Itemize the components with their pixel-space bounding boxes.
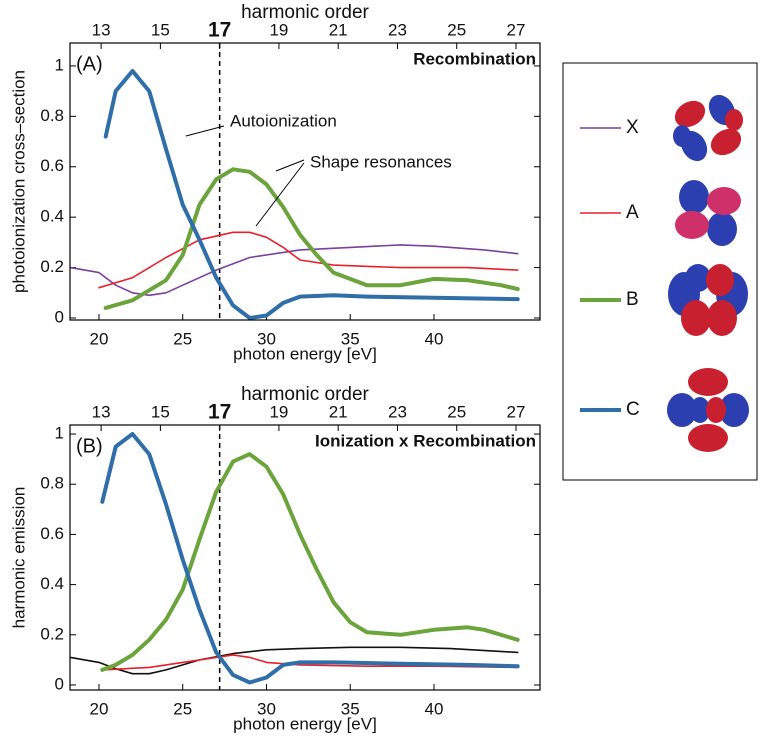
orbital-a — [675, 180, 741, 246]
x2-axis-title: harmonic order — [241, 2, 369, 23]
legend-label: X — [626, 117, 639, 138]
series-line — [103, 69, 520, 320]
series-line — [100, 452, 520, 672]
x2-tick-label: 27 — [507, 20, 526, 39]
plot-frame — [69, 424, 541, 691]
x2-tick-label: 17 — [208, 19, 231, 42]
annotation: Shape resonances — [310, 152, 452, 171]
x-tick-label: 40 — [425, 699, 444, 718]
x2-tick-label: 13 — [92, 20, 111, 39]
x-tick-label: 35 — [341, 699, 360, 718]
panel-label: (A) — [76, 53, 103, 75]
plot-frame — [69, 42, 541, 321]
legend-label: C — [626, 399, 640, 420]
x2-tick-label: 13 — [92, 402, 111, 421]
annotation-pointer — [255, 162, 305, 227]
annotation: Autoionization — [230, 111, 337, 130]
y-tick-label: 0.4 — [40, 574, 64, 593]
y-tick-label: 0.8 — [40, 106, 64, 125]
x2-tick-label: 25 — [447, 20, 466, 39]
x2-tick-label: 15 — [151, 20, 170, 39]
y-tick-label: 1 — [55, 55, 64, 74]
x-tick-label: 35 — [341, 329, 360, 348]
y-tick-label: 0.2 — [40, 257, 64, 276]
x2-tick-label: 19 — [269, 20, 288, 39]
x2-tick-label: 23 — [388, 20, 407, 39]
y-tick-label: 0.8 — [40, 474, 64, 493]
legend-label: B — [626, 289, 639, 310]
orbital-x — [673, 94, 743, 162]
y-tick-label: 0.2 — [40, 624, 64, 643]
y-tick-label: 0 — [55, 674, 64, 693]
x-tick-label: 40 — [425, 329, 444, 348]
x2-tick-label: 19 — [269, 402, 288, 421]
x-tick-label: 20 — [90, 329, 109, 348]
series-line — [103, 167, 520, 310]
x-axis-title: photon energy [eV] — [233, 344, 377, 363]
legend-label: A — [626, 202, 639, 223]
annotation-pointer — [275, 159, 305, 172]
x2-tick-label: 23 — [388, 402, 407, 421]
annotation-pointer — [185, 125, 225, 137]
series-line — [98, 231, 519, 289]
x-tick-label: 25 — [173, 329, 192, 348]
x-tick-label: 30 — [257, 699, 276, 718]
x2-tick-label: 27 — [507, 402, 526, 421]
x2-tick-label: 21 — [329, 20, 348, 39]
panel-label: (B) — [76, 435, 103, 457]
series-line — [69, 244, 519, 297]
series-line — [100, 432, 520, 685]
x-tick-label: 20 — [90, 699, 109, 718]
series-line — [101, 654, 519, 671]
x-tick-label: 30 — [257, 329, 276, 348]
y-tick-label: 0.6 — [40, 156, 64, 175]
x-axis-title: photon energy [eV] — [233, 714, 377, 733]
x2-tick-label: 25 — [447, 402, 466, 421]
y-axis-title: harmonic emission — [9, 487, 28, 629]
y-axis-title: photoionization cross–section — [9, 70, 28, 293]
y-tick-label: 0.4 — [40, 207, 64, 226]
y-tick-label: 0 — [55, 307, 64, 326]
x2-tick-label: 21 — [329, 402, 348, 421]
orbital-c — [667, 368, 749, 452]
y-tick-label: 1 — [55, 424, 64, 443]
x2-axis-title: harmonic order — [241, 384, 369, 405]
y-tick-label: 0.6 — [40, 524, 64, 543]
corner-title: Recombination — [413, 49, 536, 68]
corner-title: Ionization x Recombination — [315, 431, 536, 450]
orbital-b — [668, 264, 748, 336]
x2-tick-label: 15 — [151, 402, 170, 421]
x-tick-label: 25 — [173, 699, 192, 718]
x2-tick-label: 17 — [208, 401, 231, 424]
